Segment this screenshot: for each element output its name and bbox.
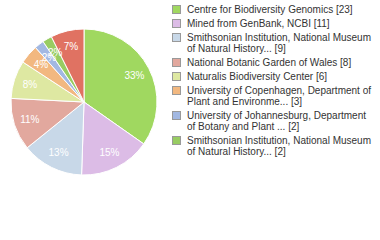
svg-text:11%: 11% bbox=[20, 114, 39, 125]
svg-text:8%: 8% bbox=[23, 79, 38, 90]
svg-text:33%: 33% bbox=[125, 70, 145, 81]
svg-text:2%: 2% bbox=[48, 47, 63, 58]
svg-text:7%: 7% bbox=[64, 41, 79, 52]
svg-text:4%: 4% bbox=[33, 59, 49, 71]
html-text:Naturalis Biodiversity Center: Naturalis Biodiversity Center [6] bbox=[187, 71, 328, 82]
svg-text:15%: 15% bbox=[99, 147, 119, 158]
svg-text:13%: 13% bbox=[49, 147, 69, 158]
html-text:National Botanic Garden of Wal: National Botanic Garden of Wales [8] bbox=[187, 57, 352, 68]
html-text:University of Copenhagen, Depa: University of Copenhagen, Department of … bbox=[187, 85, 371, 107]
html-text:Smithsonian Institution, Natio: Smithsonian Institution, National Museum… bbox=[187, 32, 371, 54]
html-text:Mined from GenBank, NCBI [11]: Mined from GenBank, NCBI [11] bbox=[187, 18, 330, 29]
html-text:Centre for Biodiversity Genomi: Centre for Biodiversity Genomics [23] bbox=[187, 4, 353, 15]
html-text:University of Johannesburg, De: University of Johannesburg, Department o… bbox=[187, 110, 366, 132]
html-text:Smithsonian Institution, Natio: Smithsonian Institution, National Museum… bbox=[187, 135, 371, 157]
